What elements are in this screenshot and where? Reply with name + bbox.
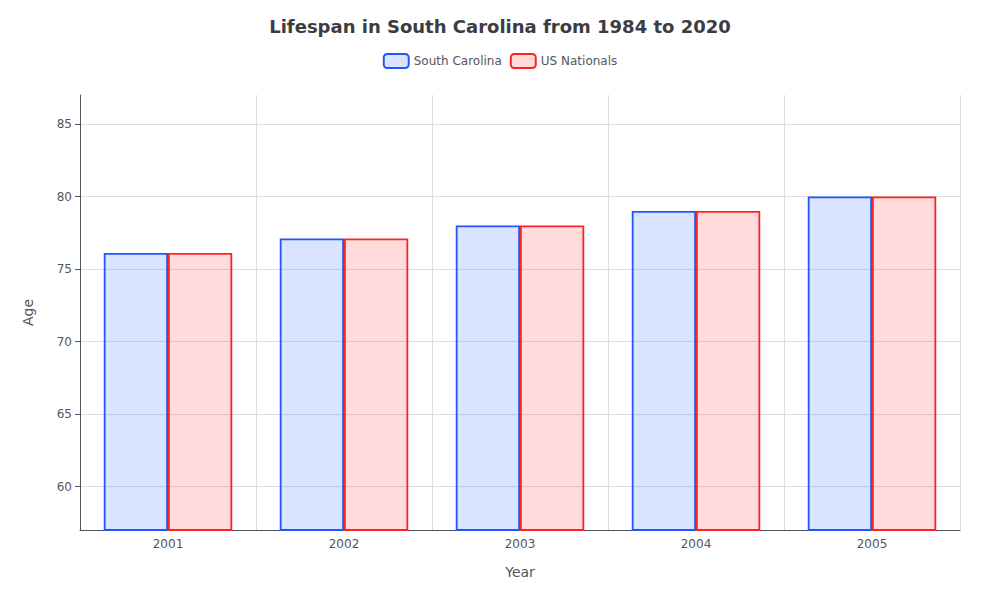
svg-text:Year: Year bbox=[504, 564, 535, 580]
svg-text:2002: 2002 bbox=[329, 537, 360, 551]
svg-text:70: 70 bbox=[57, 335, 72, 349]
svg-text:2004: 2004 bbox=[681, 537, 712, 551]
svg-text:75: 75 bbox=[57, 262, 72, 276]
svg-text:2003: 2003 bbox=[505, 537, 536, 551]
svg-text:2001: 2001 bbox=[153, 537, 184, 551]
svg-text:2005: 2005 bbox=[857, 537, 888, 551]
svg-text:85: 85 bbox=[57, 117, 72, 131]
svg-text:South Carolina: South Carolina bbox=[414, 54, 502, 68]
svg-text:Age: Age bbox=[20, 299, 36, 326]
svg-text:US Nationals: US Nationals bbox=[541, 54, 617, 68]
svg-text:65: 65 bbox=[57, 407, 72, 421]
svg-text:80: 80 bbox=[57, 190, 72, 204]
svg-text:Lifespan in South Carolina fro: Lifespan in South Carolina from 1984 to … bbox=[269, 16, 731, 37]
svg-text:60: 60 bbox=[57, 480, 72, 494]
